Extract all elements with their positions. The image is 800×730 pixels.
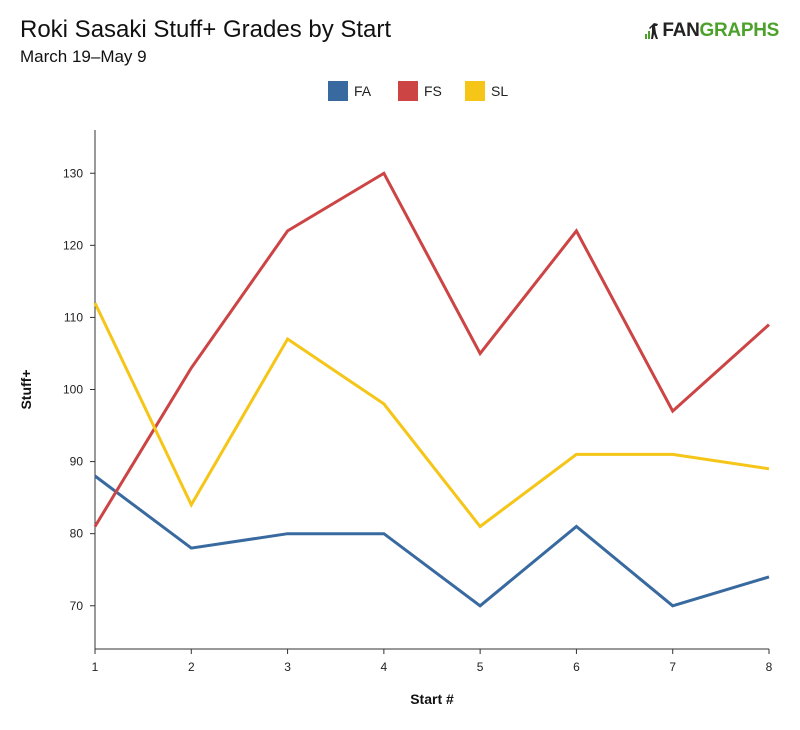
x-tick-label: 1 [92, 660, 99, 674]
x-tick-label: 3 [284, 660, 291, 674]
legend-swatch-fa [328, 81, 348, 101]
y-tick-label: 70 [70, 599, 84, 613]
legend-swatch-fs [398, 81, 418, 101]
series-line-sl [93, 302, 770, 529]
logo-text-graphs: GRAPHS [699, 20, 780, 41]
logo-text-fan: FAN [662, 20, 700, 41]
legend-label-sl: SL [491, 83, 508, 99]
y-tick-label: 110 [64, 310, 83, 324]
y-tick-label: 130 [63, 166, 83, 180]
y-axis-title: Stuff+ [18, 369, 34, 409]
y-tick-label: 100 [63, 383, 83, 397]
y-tick-label: 120 [63, 238, 83, 252]
fangraphs-logo: FAN GRAPHS [645, 20, 779, 42]
legend-label-fa: FA [354, 83, 372, 99]
legend-label-fs: FS [424, 83, 442, 99]
chart-title: Roki Sasaki Stuff+ Grades by Start [20, 16, 392, 43]
y-tick-label: 80 [70, 527, 84, 541]
x-tick-label: 2 [188, 660, 195, 674]
legend-swatch-sl [465, 81, 485, 101]
x-tick-label: 4 [381, 660, 388, 674]
series-line-fa [94, 474, 770, 608]
chart-subtitle: March 19–May 9 [20, 47, 147, 66]
x-tick-label: 8 [766, 660, 773, 674]
x-tick-label: 7 [669, 660, 676, 674]
y-tick-label: 90 [70, 455, 84, 469]
x-tick-label: 6 [573, 660, 580, 674]
series-line-fs [93, 171, 771, 528]
batter-icon [645, 23, 659, 39]
x-tick-label: 5 [477, 660, 484, 674]
x-axis-title: Start # [410, 691, 454, 707]
